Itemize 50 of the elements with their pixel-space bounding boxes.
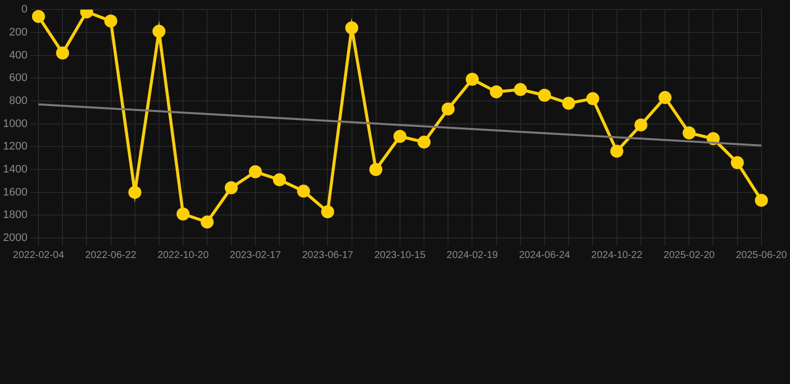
x-tick-label: 2023-06-17 xyxy=(302,250,354,261)
point xyxy=(730,156,744,170)
x-tick-label: 2024-02-19 xyxy=(446,250,498,261)
y-tick-label: 800 xyxy=(9,94,28,107)
point xyxy=(321,205,334,218)
point xyxy=(634,118,648,132)
x-tick-label: 2025-06-20 xyxy=(736,250,788,261)
point xyxy=(418,136,431,149)
y-tick-label: 2000 xyxy=(2,232,28,244)
point xyxy=(176,208,190,221)
point xyxy=(466,72,479,86)
y-tick-label: 1400 xyxy=(2,164,28,176)
x-tick-label: 2025-02-20 xyxy=(664,250,716,261)
y-tick-label: 0 xyxy=(21,4,28,16)
y-tick-label: 200 xyxy=(9,26,28,38)
point xyxy=(514,83,527,96)
y-tick-label: 1600 xyxy=(2,186,28,198)
point xyxy=(104,14,118,28)
point xyxy=(754,194,768,207)
x-tick-label: 2022-10-20 xyxy=(157,250,210,261)
y-tick-label: 1000 xyxy=(2,118,28,130)
point xyxy=(200,216,214,229)
point xyxy=(128,186,142,199)
point xyxy=(224,181,238,194)
point xyxy=(562,96,576,110)
point xyxy=(393,130,406,143)
point xyxy=(586,92,600,106)
point xyxy=(369,162,382,176)
point xyxy=(490,85,503,98)
point xyxy=(610,144,624,158)
x-tick-label: 2024-06-24 xyxy=(518,250,571,261)
x-tick-label: 2022-06-22 xyxy=(85,250,137,261)
y-tick-label: 600 xyxy=(9,72,28,84)
x-tick-label: 2023-02-17 xyxy=(230,250,282,261)
point xyxy=(538,88,552,102)
y-tick-label: 1800 xyxy=(2,209,28,222)
point xyxy=(297,184,310,198)
point xyxy=(682,126,696,140)
y-tick-label: 400 xyxy=(9,49,28,62)
point xyxy=(442,102,455,116)
x-tick-label: 2023-10-15 xyxy=(374,250,426,261)
point xyxy=(345,21,358,34)
x-tick-label: 2024-10-22 xyxy=(591,250,643,261)
point xyxy=(658,91,672,104)
point xyxy=(56,46,70,60)
x-tick-label: 2022-02-04 xyxy=(12,250,64,261)
y-tick-label: 1200 xyxy=(2,140,28,153)
point xyxy=(248,165,262,178)
point xyxy=(152,24,166,38)
point xyxy=(272,173,286,186)
